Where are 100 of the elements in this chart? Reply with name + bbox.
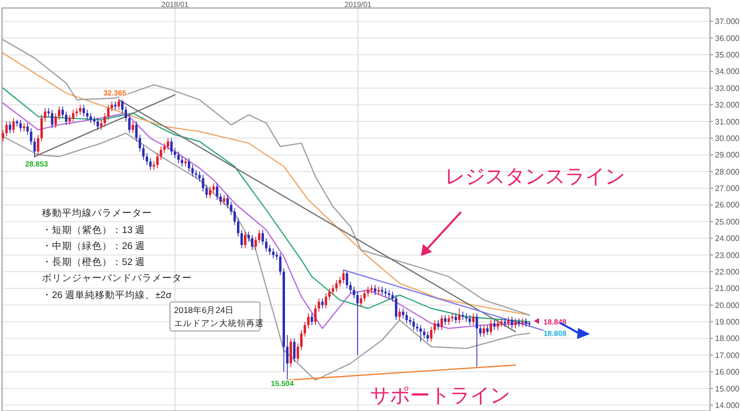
candlestick <box>240 230 243 249</box>
candlestick <box>128 114 131 134</box>
y-tick-label: 15.000 <box>715 384 740 394</box>
y-tick-label: 28.000 <box>715 167 740 176</box>
candlestick <box>405 311 408 324</box>
y-tick-label: 18.000 <box>715 334 740 344</box>
candlestick <box>68 114 71 126</box>
candlestick <box>430 326 432 342</box>
candlestick <box>132 121 134 134</box>
candlestick <box>434 320 436 334</box>
candlestick <box>479 324 482 338</box>
y-tick-label: 33.000 <box>715 84 740 93</box>
candlestick <box>426 331 429 342</box>
candlestick <box>290 338 292 368</box>
candlestick <box>82 104 85 117</box>
annotation: エルドアン大統領再選 <box>174 318 264 328</box>
candlestick <box>490 320 492 336</box>
candlestick <box>437 320 440 330</box>
candlestick <box>296 343 300 362</box>
candlestick <box>476 312 478 368</box>
candlestick <box>422 328 426 339</box>
annotation: 2018年6月24日 <box>174 305 234 315</box>
candlestick <box>212 182 215 194</box>
y-tick-label: 37.000 <box>715 17 740 26</box>
y-tick-label: 25.000 <box>715 217 740 226</box>
candlestick <box>22 122 26 132</box>
candlestick <box>107 104 110 120</box>
y-tick-label: 30.000 <box>715 134 740 143</box>
y-tick-label: 17.000 <box>715 350 740 360</box>
y-tick-label: 23.000 <box>715 250 740 260</box>
candlestick <box>90 112 92 124</box>
candlestick <box>286 334 289 380</box>
y-tick-label: 14.000 <box>715 400 740 410</box>
candlestick <box>118 98 120 110</box>
y-tick-label: 32.000 <box>715 100 740 110</box>
annotation: ・中期（緑色）：26 週 <box>42 240 146 252</box>
annotation: 移動平均線パラメーター <box>42 207 152 219</box>
candlestick <box>50 109 54 129</box>
candlestick <box>54 112 57 129</box>
candlestick <box>58 106 60 120</box>
candlestick <box>507 316 510 328</box>
candlestick <box>458 308 460 324</box>
candlestick <box>412 318 415 330</box>
candlestick <box>230 201 232 216</box>
candlestick <box>394 294 398 320</box>
candlestick <box>496 320 500 330</box>
candlestick <box>300 330 303 350</box>
candlestick <box>472 312 475 326</box>
candlestick <box>236 218 240 238</box>
candlestick <box>321 298 324 309</box>
candlestick <box>493 320 496 330</box>
y-tick-label: 31.000 <box>715 117 740 126</box>
candlestick <box>121 99 124 114</box>
y-tick-label: 19.000 <box>715 318 740 327</box>
candlestick <box>486 324 489 336</box>
candlestick <box>247 231 250 242</box>
candlestick <box>208 186 212 199</box>
y-tick-label: 16.000 <box>715 368 740 377</box>
candlestick <box>100 119 102 130</box>
candlestick <box>272 248 274 259</box>
candlestick <box>419 324 422 342</box>
candlestick <box>110 101 114 112</box>
candlestick <box>61 106 64 119</box>
candlestick <box>222 194 226 206</box>
candlestick <box>454 312 457 324</box>
candlestick <box>79 104 82 116</box>
candlestick <box>251 234 254 250</box>
candlestick <box>19 119 22 132</box>
candlestick <box>293 338 296 362</box>
y-tick-label: 26.000 <box>715 200 740 210</box>
candlestick <box>444 314 446 326</box>
candlestick <box>377 286 380 296</box>
candlestick <box>510 316 514 329</box>
annotation: サポートライン <box>370 385 510 407</box>
y-tick-label: 24.000 <box>715 234 740 244</box>
y-tick-label: 36.000 <box>715 34 740 43</box>
y-tick-label: 29.000 <box>715 150 740 160</box>
y-tick-label: 35.000 <box>715 50 740 60</box>
annotation: ・26 週単純移動平均線、±2σ <box>42 289 172 301</box>
y-tick-label: 22.000 <box>715 267 740 276</box>
candlestick <box>374 284 376 296</box>
candlestick <box>448 314 450 326</box>
candlestick <box>64 111 68 126</box>
candlestick <box>124 106 128 122</box>
candlestick <box>96 118 99 130</box>
candlestick <box>258 230 260 244</box>
annotation: ・長期（橙色）：52 週 <box>42 256 146 268</box>
candlestick <box>482 324 486 338</box>
y-tick-label: 20.000 <box>715 300 740 310</box>
y-tick-label: 34.000 <box>715 67 740 76</box>
candlestick <box>104 112 106 127</box>
candlestick <box>388 290 390 299</box>
candlestick <box>279 252 282 276</box>
annotation: ボリンジャーバンドパラメーター <box>42 273 192 284</box>
candlestick <box>468 314 472 326</box>
candlestick <box>398 308 401 320</box>
candlestick <box>86 109 88 120</box>
candlestick <box>262 230 264 246</box>
candlestick <box>72 109 74 122</box>
annotation: レジスタンスライン <box>445 166 625 188</box>
